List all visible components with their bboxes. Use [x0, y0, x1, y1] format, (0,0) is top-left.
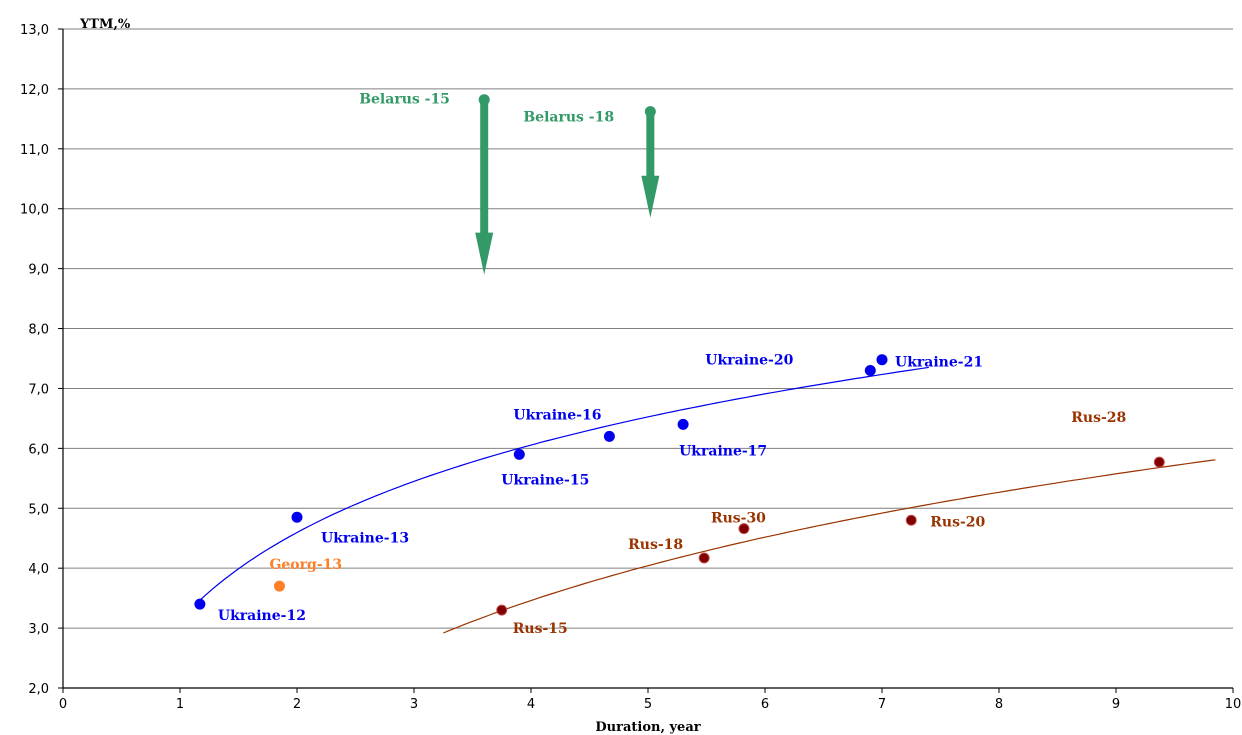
y-tick-label: 6,0: [28, 442, 49, 457]
axes: [58, 28, 1234, 693]
data-point: [677, 418, 689, 430]
y-tick-label: 5,0: [28, 502, 49, 517]
x-tick-label: 8: [995, 697, 1003, 712]
data-point: [478, 94, 490, 106]
y-tick-label: 13,0: [20, 23, 49, 38]
data-point: [738, 523, 750, 535]
data-point: [905, 514, 917, 526]
point-label: Ukraine-21: [895, 355, 983, 371]
point-labels: Ukraine-12 Ukraine-13 Ukraine-15 Ukraine-16…: [218, 92, 1126, 637]
y-tick-label: 4,0: [28, 562, 49, 577]
russia-trendline: [443, 459, 1216, 634]
trendlines: [199, 366, 1216, 634]
y-tick-label: 11,0: [20, 143, 49, 158]
y-tick-label: 3,0: [28, 622, 49, 637]
point-label: Rus-20: [930, 514, 985, 530]
belarus-arrows: [475, 99, 660, 275]
data-point: [698, 552, 710, 564]
point-label: Rus-30: [711, 511, 766, 527]
x-tick-label: 5: [644, 697, 652, 712]
x-tick-label: 9: [1112, 697, 1120, 712]
data-points: [194, 94, 1165, 616]
data-point: [864, 364, 876, 376]
point-label: Ukraine-17: [679, 443, 767, 459]
data-point: [603, 430, 615, 442]
y-tick-labels: 2,0 3,0 4,0 5,0 6,0 7,0 8,0 9,0 10,0 11,0 12,0 13,0: [20, 23, 49, 697]
y-tick-label: 12,0: [20, 83, 49, 98]
x-axis-title: Duration, year: [595, 720, 700, 735]
y-tick-label: 2,0: [28, 682, 49, 697]
y-axis-title: YTM,%: [79, 17, 131, 32]
point-label: Rus-15: [513, 621, 568, 637]
x-tick-labels: 0 1 2 3 4 5 6 7 8 9 10: [59, 697, 1241, 712]
y-tick-label: 7,0: [28, 382, 49, 397]
arrow-head: [641, 175, 660, 218]
x-tick-label: 2: [293, 697, 301, 712]
data-point: [496, 604, 508, 616]
arrow-head: [475, 232, 494, 275]
point-label: Belarus -15: [359, 92, 450, 108]
data-point: [273, 580, 285, 592]
data-point: [194, 598, 206, 610]
point-label: Ukraine-13: [321, 530, 409, 546]
x-tick-label: 10: [1225, 697, 1242, 712]
data-point: [876, 354, 888, 366]
point-label: Ukraine-12: [218, 608, 306, 624]
data-point: [513, 448, 525, 460]
data-point: [291, 511, 303, 523]
x-tick-label: 1: [176, 697, 184, 712]
x-tick-label: 4: [527, 697, 535, 712]
point-label: Ukraine-16: [513, 407, 601, 423]
x-tick-label: 7: [878, 697, 886, 712]
y-tick-label: 10,0: [20, 203, 49, 218]
data-point: [644, 106, 656, 118]
point-label: Belarus -18: [523, 110, 614, 126]
data-point: [1153, 456, 1165, 468]
x-tick-label: 0: [59, 697, 67, 712]
y-tick-label: 9,0: [28, 263, 49, 278]
y-tick-label: 8,0: [28, 323, 49, 338]
ukraine-trendline: [199, 366, 929, 601]
point-label: Ukraine-15: [501, 472, 589, 488]
point-label: Ukraine-20: [705, 352, 793, 368]
point-label: Georg-13: [269, 557, 342, 573]
x-tick-label: 6: [761, 697, 769, 712]
x-tick-label: 3: [410, 697, 418, 712]
point-label: Rus-18: [628, 537, 683, 553]
point-label: Rus-28: [1071, 410, 1126, 426]
